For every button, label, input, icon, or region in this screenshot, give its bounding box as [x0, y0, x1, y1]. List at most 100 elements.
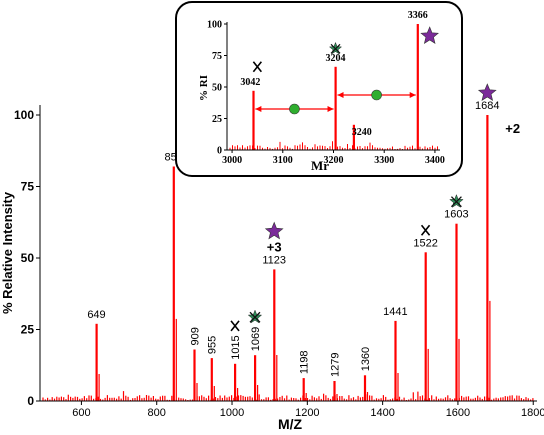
inset-peak-bar-3240	[352, 124, 355, 150]
inset-peak-bar-3042	[252, 90, 255, 150]
peak-label-1522: 1522	[413, 237, 437, 249]
x-tick-label: 1000	[220, 407, 244, 419]
cross-marker-icon	[252, 61, 262, 73]
x-axis-label: M/Z	[278, 416, 303, 432]
mass-difference-arrows	[255, 89, 416, 115]
inset-peak-label-3366: 3366	[408, 10, 428, 21]
charge-state-label: +2	[505, 121, 520, 136]
peak-bar-909	[193, 349, 196, 401]
peak-shoulder	[98, 374, 100, 401]
x-tick-label: 1800	[521, 407, 544, 419]
peak-shoulder	[276, 355, 278, 401]
peak-shoulder	[213, 386, 215, 401]
peak-label-1069: 1069	[250, 327, 262, 351]
peak-bar-1123	[273, 269, 276, 401]
inset-peak-bar-3366	[416, 24, 419, 150]
inset-y-tick-label: 50	[212, 83, 222, 94]
peak-shoulder	[237, 388, 239, 401]
peak-bar-1360	[363, 375, 367, 401]
peak-label-1603: 1603	[444, 209, 468, 221]
x-tick-label: 1200	[295, 407, 319, 419]
peak-bar-1015	[234, 363, 237, 401]
x-tick-label: 1600	[446, 407, 470, 419]
inset-x-tick-label: 3400	[425, 155, 445, 166]
peak-label-909: 909	[189, 327, 201, 345]
cross-marker-icon	[230, 320, 240, 332]
y-tick-label: 75	[21, 180, 35, 194]
x-tick-label: 800	[148, 407, 166, 419]
arrow-head-icon	[327, 106, 334, 112]
peak-label-1198: 1198	[299, 350, 311, 374]
inset-y-tick-label: 0	[217, 146, 222, 157]
inset-chart: 0 25 50 75 100 3000 3100 3200 3300 3400 3042 3204…	[175, 1, 463, 177]
peak-bar-649	[95, 323, 98, 401]
star-cross-marker-icon	[328, 41, 343, 55]
inset-peak-labels: 3042 3204 3240 3366	[240, 10, 427, 138]
peak-label-1123: 1123	[262, 254, 286, 266]
peak-shoulder	[489, 300, 491, 401]
peak-shoulder	[336, 394, 338, 401]
peak-label-1360: 1360	[360, 347, 372, 371]
peak-shoulder	[175, 318, 177, 401]
peak-shoulder	[257, 385, 259, 401]
cross-marker-icon	[420, 224, 431, 236]
y-tick-label: 100	[14, 108, 34, 122]
x-tick-label: 1400	[370, 407, 394, 419]
star-marker-icon	[477, 83, 497, 101]
peak-bar-1069	[254, 355, 257, 401]
charge-state-label: +3	[267, 239, 282, 254]
inset-peak-bar-3204	[334, 66, 337, 150]
inset-peak-label-3204: 3204	[326, 53, 346, 64]
peak-label-1684: 1684	[475, 100, 499, 112]
inset-x-axis-label: Mr	[311, 158, 329, 173]
peak-label-1279: 1279	[329, 353, 341, 377]
inset-x-tick-label: 3000	[222, 155, 242, 166]
peak-markers	[230, 83, 497, 332]
peak-label-649: 649	[87, 309, 105, 321]
inset-x-tick-label: 3100	[273, 155, 293, 166]
x-tick-label: 600	[72, 407, 90, 419]
peak-bar-1603	[455, 223, 458, 401]
inset-x-tick-label: 3300	[374, 155, 394, 166]
peak-bar-955	[210, 358, 213, 401]
arrow-head-icon	[409, 92, 416, 98]
mass-difference-circle-icon	[289, 103, 300, 115]
inset-peak-markers	[252, 26, 439, 73]
peak-label-955: 955	[207, 336, 219, 354]
y-tick-label: 25	[21, 323, 35, 337]
y-tick-label: 0	[27, 394, 34, 408]
peak-bar-1684	[486, 115, 489, 401]
inset-peak-bars	[252, 24, 419, 150]
inset-y-tick-label: 25	[212, 114, 222, 125]
peak-label-1015: 1015	[230, 335, 242, 359]
y-ticks: 0 25 50 75 100	[14, 108, 40, 408]
peak-label-1441: 1441	[383, 306, 407, 318]
inset-y-ticks: 0 25 50 75 100	[207, 20, 227, 157]
peak-shoulder	[458, 338, 460, 401]
peak-bar-1441	[394, 320, 397, 401]
arrow-head-icon	[337, 92, 344, 98]
mass-difference-circle-icon	[371, 89, 382, 101]
inset-y-axis-label: % RI	[198, 75, 210, 101]
inset-peak-label-3042: 3042	[240, 77, 260, 88]
inset-y-tick-label: 100	[207, 20, 222, 31]
inset-y-tick-label: 75	[212, 51, 222, 62]
star-cross-marker-icon	[449, 193, 464, 208]
arrow-head-icon	[255, 106, 262, 112]
peak-shoulder	[305, 393, 307, 401]
y-tick-label: 50	[21, 251, 35, 265]
y-axis-label: % Relative Intensity	[0, 191, 15, 314]
star-marker-icon	[420, 26, 439, 44]
peak-bar-853	[172, 166, 175, 401]
star-marker-icon	[264, 221, 284, 240]
peak-bar-1522	[424, 252, 427, 401]
peak-bar-1198	[302, 378, 305, 401]
inset-peak-label-3240: 3240	[352, 127, 372, 138]
peak-bar-1279	[333, 381, 336, 401]
inset-frame	[175, 1, 463, 177]
x-ticks: 600 800 1000 1200 1400 1600 1800	[72, 401, 544, 419]
peak-shoulder	[196, 383, 198, 401]
peak-shoulder	[366, 392, 369, 401]
